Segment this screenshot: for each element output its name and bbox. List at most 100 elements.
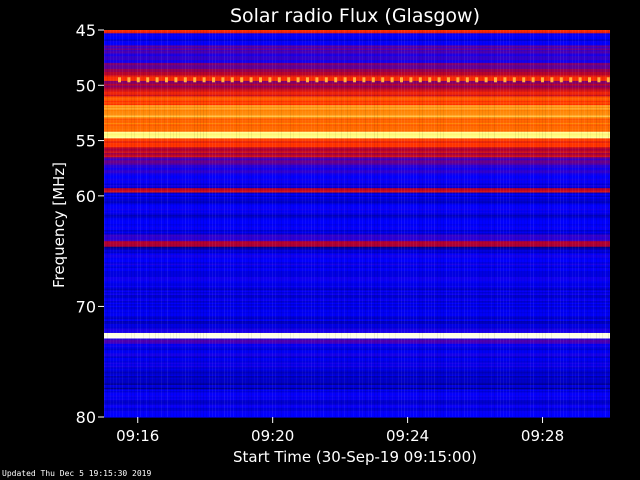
- spectral-band-20: [104, 208, 610, 212]
- spectral-band-10: [104, 105, 610, 108]
- texture-streak: [134, 30, 135, 417]
- texture-streak: [416, 30, 417, 417]
- spectral-band-31: [104, 400, 610, 403]
- texture-streak: [341, 30, 342, 417]
- spectral-band-30: [104, 370, 610, 373]
- texture-streak: [122, 30, 123, 417]
- spectral-band-0: [104, 30, 610, 33]
- texture-streak: [608, 30, 609, 417]
- spectral-band-24: [104, 279, 610, 282]
- texture-streak: [356, 30, 357, 417]
- spectral-band-24: [104, 268, 610, 271]
- spectral-band-9: [104, 100, 610, 103]
- texture-streak: [239, 30, 240, 417]
- spectral-band-9: [104, 97, 610, 100]
- spectral-band-30: [104, 387, 610, 390]
- spectral-band-13: [104, 145, 610, 148]
- texture-streak: [452, 30, 453, 417]
- pulsed-signal-mark: [296, 77, 300, 83]
- spectral-band-20: [104, 204, 610, 207]
- texture-streak: [488, 30, 489, 417]
- texture-streak: [359, 30, 360, 417]
- spectral-band-24: [104, 257, 610, 260]
- spectral-band-25: [104, 307, 610, 310]
- spectral-band-31: [104, 409, 610, 412]
- spectral-band-16: [104, 164, 610, 168]
- spectral-band-9: [104, 103, 610, 106]
- spectral-band-25: [104, 288, 610, 292]
- spectral-band-22: [104, 245, 610, 248]
- spectral-band-25: [104, 304, 610, 307]
- spectral-band-31: [104, 413, 610, 417]
- texture-streak: [137, 30, 138, 417]
- spectral-band-31: [104, 410, 610, 413]
- spectral-band-25: [104, 285, 610, 288]
- spectral-band-26: [104, 328, 610, 331]
- texture-streak: [575, 30, 576, 417]
- spectral-band-31: [104, 404, 610, 407]
- spectral-band-24: [104, 276, 610, 280]
- spectral-band-25: [104, 293, 610, 296]
- spectral-band-25: [104, 323, 610, 327]
- spectral-band-14: [104, 150, 610, 153]
- texture-streak: [107, 30, 108, 417]
- texture-streak: [563, 30, 564, 417]
- texture-streak: [170, 30, 171, 417]
- spectral-band-20: [104, 214, 610, 218]
- spectral-band-1: [104, 43, 610, 47]
- spectral-band-14: [104, 151, 610, 154]
- pulsed-signal-mark: [306, 77, 309, 83]
- texture-streak: [434, 30, 435, 417]
- spectral-band-31: [104, 415, 610, 418]
- spectral-band-24: [104, 275, 610, 278]
- texture-streak: [455, 30, 456, 417]
- texture-streak: [227, 30, 228, 417]
- pulsed-signal-mark: [381, 77, 385, 83]
- texture-streak: [287, 30, 288, 417]
- spectral-band-20: [104, 207, 610, 210]
- spectral-band-8: [104, 91, 610, 94]
- spectral-band-25: [104, 302, 610, 305]
- spectral-band-24: [104, 269, 610, 272]
- spectral-band-23: [104, 251, 610, 254]
- spectral-band-28: [104, 338, 610, 341]
- pulsed-signal-mark: [118, 77, 121, 83]
- spectral-band-25: [104, 325, 610, 328]
- spectral-band-11: [104, 128, 610, 131]
- texture-streak: [236, 30, 237, 417]
- pulsed-signal-mark: [277, 77, 281, 83]
- texture-streak: [182, 30, 183, 417]
- texture-streak: [362, 30, 363, 417]
- spectral-band-25: [104, 299, 610, 302]
- texture-streak: [569, 30, 570, 417]
- spectral-band-30: [104, 380, 610, 383]
- spectral-band-11: [104, 119, 610, 122]
- x-axis: 09:16 09:20 09:24 09:28: [116, 417, 564, 445]
- spectral-band-13: [104, 139, 610, 142]
- spectral-band-27: [104, 334, 610, 337]
- texture-streak: [143, 30, 144, 417]
- texture-streak: [320, 30, 321, 417]
- x-tick-label: 09:20: [251, 427, 294, 445]
- spectral-band-24: [104, 263, 610, 266]
- texture-streak: [230, 30, 231, 417]
- spectral-band-11: [104, 118, 610, 121]
- spectral-band-14: [104, 155, 610, 158]
- texture-streak: [599, 30, 600, 417]
- spectral-band-24: [104, 271, 610, 274]
- spectral-band-10: [104, 116, 610, 120]
- texture-streak: [188, 30, 189, 417]
- texture-streak: [467, 30, 468, 417]
- spectral-band-25: [104, 284, 610, 287]
- spectral-band-11: [104, 130, 610, 133]
- spectral-band-15: [104, 163, 610, 166]
- spectral-band-23: [104, 246, 610, 249]
- texture-streak: [278, 30, 279, 417]
- spectral-band-20: [104, 233, 610, 236]
- spectral-band-25: [104, 320, 610, 324]
- texture-streak: [281, 30, 282, 417]
- y-tick-label: 70: [76, 297, 96, 316]
- spectral-band-20: [104, 217, 610, 221]
- texture-streak: [440, 30, 441, 417]
- texture-streak: [194, 30, 195, 417]
